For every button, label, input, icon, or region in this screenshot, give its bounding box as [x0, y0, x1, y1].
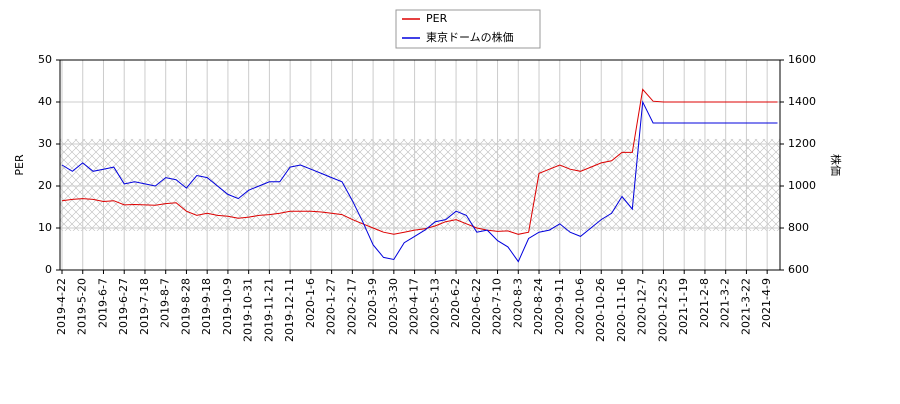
y-tick-label: 30 [38, 137, 52, 150]
y2-tick-label: 800 [788, 221, 809, 234]
legend-label: PER [426, 12, 448, 25]
y-tick-label: 10 [38, 221, 52, 234]
x-tick-label: 2019-7-18 [138, 278, 151, 335]
hatched-band [60, 138, 780, 231]
x-tick-label: 2020-8-3 [511, 278, 524, 328]
y-tick-label: 0 [45, 263, 52, 276]
x-tick-label: 2020-6-2 [449, 278, 462, 328]
y-tick-label: 20 [38, 179, 52, 192]
legend-box [395, 9, 541, 49]
x-tick-label: 2021-3-22 [739, 278, 752, 335]
x-tick-label: 2019-6-27 [117, 278, 130, 335]
x-tick-label: 2020-3-9 [366, 278, 379, 328]
y2-tick-label: 1400 [788, 95, 816, 108]
x-tick-label: 2019-5-20 [76, 278, 89, 335]
x-tick-label: 2019-6-7 [96, 278, 109, 328]
y2-tick-label: 1000 [788, 179, 816, 192]
x-tick-label: 2020-5-13 [428, 278, 441, 335]
x-tick-label: 2020-1-6 [304, 278, 317, 328]
x-tick-label: 2019-8-7 [159, 278, 172, 328]
x-tick-label: 2020-10-6 [574, 278, 587, 335]
legend [395, 9, 541, 49]
x-tick-label: 2019-10-31 [242, 278, 255, 342]
series-line [61, 100, 778, 263]
y-axis-label: PER [13, 154, 26, 176]
x-tick-label: 2020-9-11 [553, 278, 566, 335]
x-tick-label: 2019-11-21 [262, 278, 275, 342]
y2-tick-label: 1200 [788, 137, 816, 150]
x-tick-label: 2020-12-25 [656, 278, 669, 342]
y2-tick-label: 600 [788, 263, 809, 276]
x-tick-label: 2020-12-7 [636, 278, 649, 335]
x-tick-label: 2020-6-22 [470, 278, 483, 335]
x-tick-label: 2020-11-16 [615, 278, 628, 342]
y-tick-label: 40 [38, 95, 52, 108]
x-tick-label: 2020-2-17 [345, 278, 358, 335]
x-tick-label: 2020-3-30 [387, 278, 400, 335]
x-tick-label: 2019-10-9 [221, 278, 234, 335]
x-tick-label: 2021-2-8 [698, 278, 711, 328]
x-tick-label: 2020-7-10 [491, 278, 504, 335]
y2-tick-label: 1600 [788, 53, 816, 66]
x-tick-label: 2021-1-19 [677, 278, 690, 335]
x-tick-label: 2019-12-11 [283, 278, 296, 342]
x-tick-label: 2020-4-17 [408, 278, 421, 335]
x-tick-label: 2019-4-22 [55, 278, 68, 335]
plot-frame [59, 59, 781, 271]
series-line [61, 88, 778, 235]
x-tick-label: 2020-1-27 [325, 278, 338, 335]
x-tick-label: 2020-8-24 [532, 278, 545, 335]
x-tick-label: 2021-4-9 [760, 278, 773, 328]
y-tick-label: 50 [38, 53, 52, 66]
x-tick-label: 2021-3-2 [719, 278, 732, 328]
x-tick-label: 2019-9-18 [200, 278, 213, 335]
x-tick-label: 2020-10-26 [594, 278, 607, 342]
x-tick-label: 2019-8-28 [179, 278, 192, 335]
y2-axis-label: 株価 [829, 154, 843, 176]
legend-label: 東京ドームの株価 [426, 30, 514, 44]
